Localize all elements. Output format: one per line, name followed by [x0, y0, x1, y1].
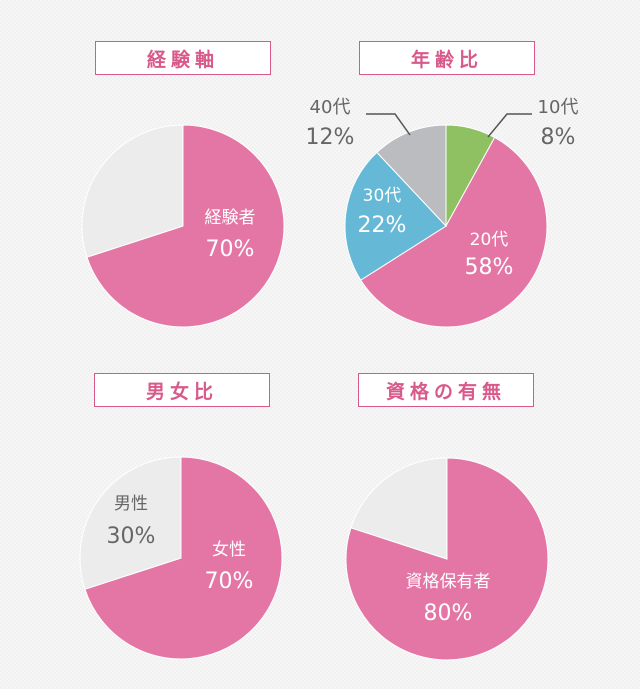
slice-label: 30代 — [363, 186, 402, 206]
slice-label: 経験者 — [205, 208, 256, 228]
slice-value-label: 70% — [206, 237, 255, 262]
slice-value-label: 80% — [424, 601, 473, 626]
slice-value-label: 8% — [541, 125, 576, 150]
age-title: 年齢比 — [359, 41, 535, 75]
pie-slice — [81, 124, 184, 258]
pie-slice — [344, 151, 447, 281]
pie-slice — [360, 136, 548, 328]
pie-slice — [84, 456, 283, 660]
leader-line — [366, 113, 411, 136]
qualification-title: 資格の有無 — [358, 373, 534, 407]
slice-value-label: 12% — [306, 125, 355, 150]
leader-line — [487, 113, 532, 138]
experience-title: 経験軸 — [95, 41, 271, 75]
pie-slice — [350, 457, 448, 560]
slice-value-label: 70% — [205, 569, 254, 594]
slice-value-label: 58% — [465, 255, 514, 280]
slice-value-label: 30% — [107, 524, 156, 549]
slice-label: 資格保有者 — [406, 572, 491, 592]
slice-label: 40代 — [310, 97, 351, 118]
slice-label: 20代 — [470, 230, 509, 250]
slice-label: 女性 — [212, 540, 246, 560]
pie-slice — [86, 124, 285, 328]
gender-title: 男女比 — [94, 373, 270, 407]
pie-slice — [79, 456, 182, 590]
slice-value-label: 22% — [358, 213, 407, 238]
slice-label: 男性 — [114, 494, 148, 514]
slice-label: 10代 — [538, 97, 579, 118]
